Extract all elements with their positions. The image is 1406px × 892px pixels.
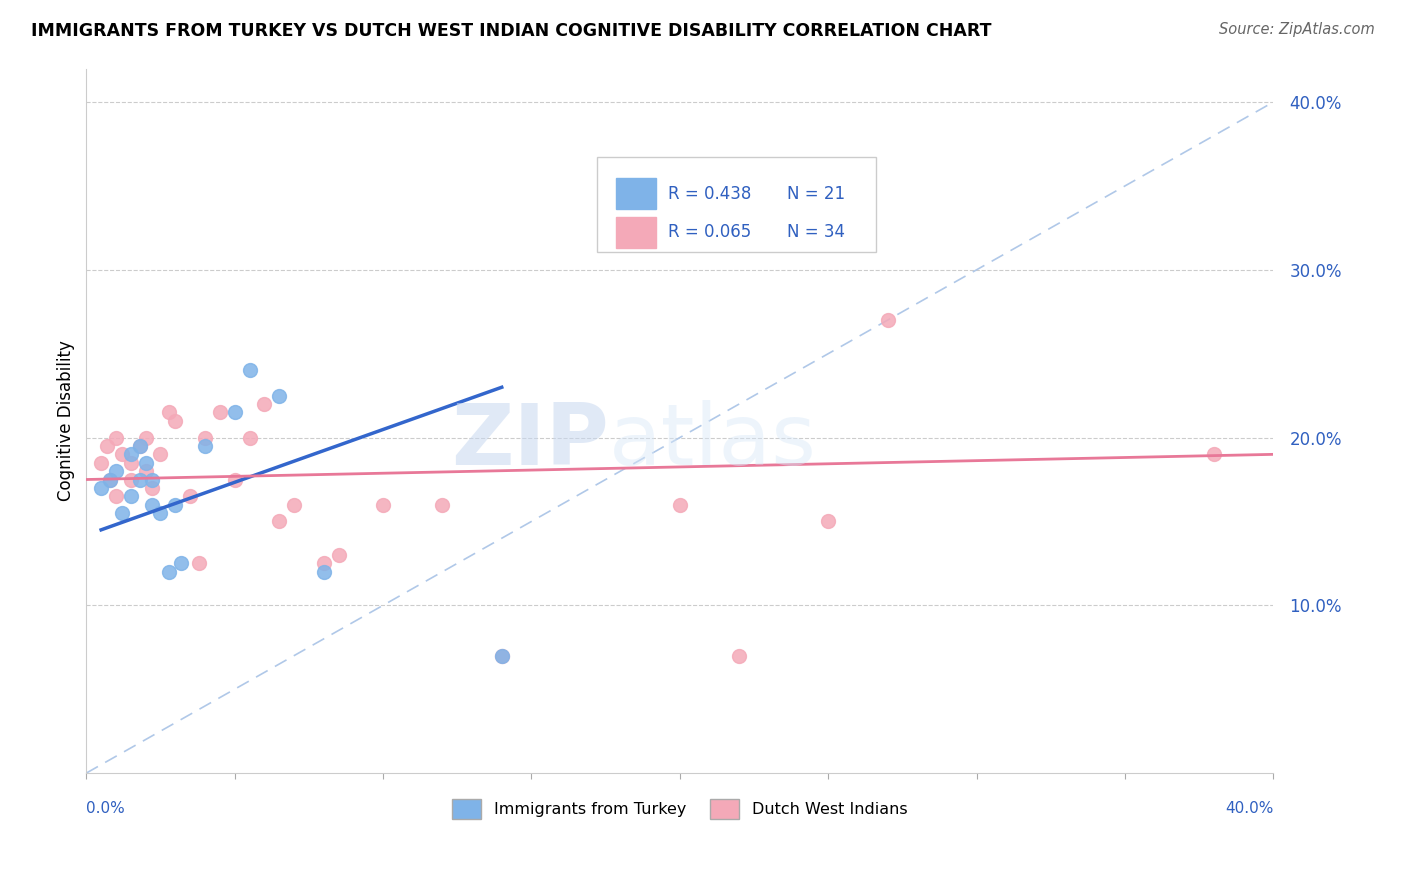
Y-axis label: Cognitive Disability: Cognitive Disability <box>58 341 75 501</box>
Point <box>141 473 163 487</box>
Point <box>120 489 142 503</box>
Point <box>128 439 150 453</box>
Point <box>111 447 134 461</box>
Point <box>104 489 127 503</box>
Text: ZIP: ZIP <box>451 401 609 483</box>
Point <box>432 498 454 512</box>
Legend: Immigrants from Turkey, Dutch West Indians: Immigrants from Turkey, Dutch West India… <box>446 793 914 825</box>
Point <box>312 565 335 579</box>
Point <box>1202 447 1225 461</box>
Point <box>120 447 142 461</box>
Point <box>269 515 291 529</box>
Point <box>104 431 127 445</box>
Text: N = 34: N = 34 <box>786 223 845 242</box>
Point <box>817 515 839 529</box>
Point <box>194 439 217 453</box>
FancyBboxPatch shape <box>616 217 657 248</box>
Point <box>120 473 142 487</box>
Point <box>128 473 150 487</box>
Point <box>328 548 350 562</box>
Point <box>165 414 187 428</box>
Point <box>371 498 394 512</box>
Text: IMMIGRANTS FROM TURKEY VS DUTCH WEST INDIAN COGNITIVE DISABILITY CORRELATION CHA: IMMIGRANTS FROM TURKEY VS DUTCH WEST IND… <box>31 22 991 40</box>
Point <box>208 405 231 419</box>
Point <box>253 397 276 411</box>
Text: 40.0%: 40.0% <box>1225 801 1274 816</box>
Point <box>312 557 335 571</box>
Point <box>238 363 260 377</box>
Point <box>135 464 157 478</box>
Text: Source: ZipAtlas.com: Source: ZipAtlas.com <box>1219 22 1375 37</box>
Point <box>269 389 291 403</box>
Point <box>728 648 751 663</box>
Point <box>135 456 157 470</box>
Point <box>120 456 142 470</box>
FancyBboxPatch shape <box>596 157 876 252</box>
Point <box>179 489 201 503</box>
Point <box>98 473 121 487</box>
Text: R = 0.065: R = 0.065 <box>668 223 751 242</box>
Point <box>111 506 134 520</box>
Point <box>141 498 163 512</box>
Point <box>224 473 246 487</box>
Point <box>157 405 180 419</box>
Point <box>669 498 692 512</box>
Point <box>104 464 127 478</box>
Point <box>98 473 121 487</box>
Point <box>170 557 193 571</box>
Point <box>90 456 112 470</box>
Point <box>135 431 157 445</box>
FancyBboxPatch shape <box>616 178 657 209</box>
Point <box>491 648 513 663</box>
Point <box>149 447 172 461</box>
Point <box>876 313 898 327</box>
Point <box>165 498 187 512</box>
Point <box>90 481 112 495</box>
Point <box>188 557 211 571</box>
Point <box>141 481 163 495</box>
Point <box>157 565 180 579</box>
Point <box>283 498 305 512</box>
Text: atlas: atlas <box>609 401 817 483</box>
Point <box>128 439 150 453</box>
Point <box>194 431 217 445</box>
Point <box>149 506 172 520</box>
Point <box>238 431 260 445</box>
Text: 0.0%: 0.0% <box>86 801 125 816</box>
Text: N = 21: N = 21 <box>786 185 845 202</box>
Point <box>491 648 513 663</box>
Text: R = 0.438: R = 0.438 <box>668 185 751 202</box>
Point <box>96 439 118 453</box>
Point <box>224 405 246 419</box>
